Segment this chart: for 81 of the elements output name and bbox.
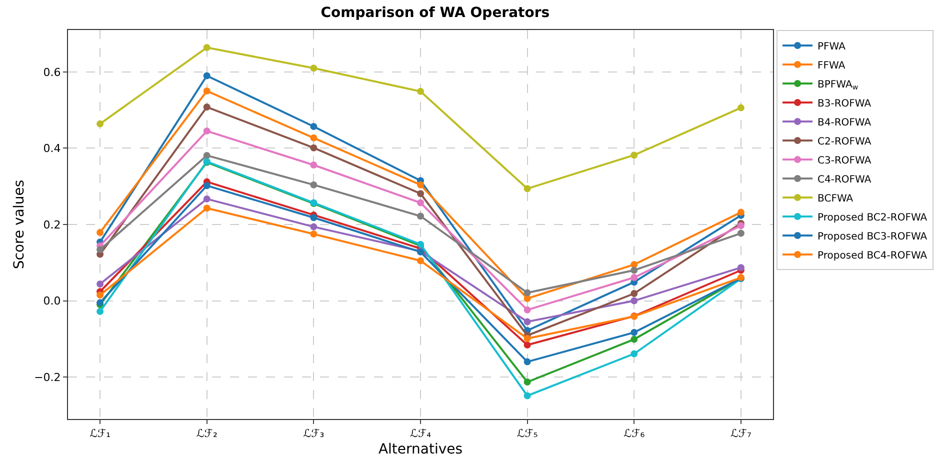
x-tick-label: ℒℱ₃ xyxy=(303,427,324,440)
point xyxy=(310,181,318,188)
point xyxy=(737,208,744,216)
point xyxy=(203,72,210,80)
point xyxy=(96,120,104,128)
point xyxy=(96,308,104,315)
point xyxy=(203,195,210,202)
legend-label: PFWA xyxy=(818,41,846,52)
point xyxy=(524,318,531,326)
y-tick-label: 0.6 xyxy=(43,66,61,79)
y-axis-title: Score values xyxy=(12,180,28,270)
point xyxy=(737,230,744,237)
point xyxy=(524,335,531,342)
y-tick-label: 0.0 xyxy=(43,294,61,308)
legend-label: Proposed BC4-ROFWA xyxy=(818,250,928,262)
point xyxy=(203,104,210,111)
y-tick-label: −0.2 xyxy=(34,370,61,384)
point xyxy=(524,358,531,366)
point xyxy=(630,274,638,282)
point xyxy=(417,199,424,206)
point xyxy=(203,44,210,52)
point xyxy=(524,342,531,349)
point xyxy=(310,144,318,152)
point xyxy=(524,378,531,386)
legend-label: C4-ROFWA xyxy=(818,174,872,186)
legend-label: B3-ROFWA xyxy=(818,98,872,110)
x-tick-label: ℒℱ₇ xyxy=(730,427,752,440)
point xyxy=(96,229,104,236)
point xyxy=(417,212,424,220)
x-tick-label: ℒℱ₂ xyxy=(196,427,218,440)
point xyxy=(96,292,104,299)
point xyxy=(524,294,531,302)
point xyxy=(417,181,424,188)
point xyxy=(96,246,104,254)
legend-label: B4-ROFWA xyxy=(818,117,872,128)
point xyxy=(203,152,210,159)
point xyxy=(524,306,531,314)
point xyxy=(417,257,424,264)
point xyxy=(310,64,318,72)
point xyxy=(417,88,424,95)
point xyxy=(310,162,318,169)
legend-label: Proposed BC2-ROFWA xyxy=(818,212,928,224)
chart-title: Comparison of WA Operators xyxy=(320,4,550,21)
x-axis-title: Alternatives xyxy=(378,442,463,458)
x-tick-label: ℒℱ₁ xyxy=(90,427,111,440)
point xyxy=(630,290,638,298)
point xyxy=(310,134,318,142)
y-tick-label: 0.2 xyxy=(43,218,61,232)
legend-label: BPFWA$_{w}$ xyxy=(818,79,858,92)
point xyxy=(524,392,531,400)
point xyxy=(203,204,210,212)
point xyxy=(524,185,531,192)
point xyxy=(310,214,318,222)
legend-label: FFWA xyxy=(818,60,846,72)
point xyxy=(630,297,638,304)
x-tick-label: ℒℱ₅ xyxy=(516,427,538,440)
point xyxy=(203,182,210,190)
point xyxy=(524,289,531,296)
point xyxy=(737,222,744,230)
legend-label: BCFWA xyxy=(818,193,854,204)
point xyxy=(417,190,424,198)
legend-label: Proposed BC3-ROFWA xyxy=(818,231,928,242)
point xyxy=(630,336,638,343)
point xyxy=(737,104,744,112)
point xyxy=(630,261,638,268)
point xyxy=(630,152,638,159)
point xyxy=(96,280,104,288)
x-tick-label: ℒℱ₆ xyxy=(624,427,646,440)
point xyxy=(630,328,638,336)
point xyxy=(630,266,638,274)
y-tick-label: 0.4 xyxy=(43,142,61,156)
point xyxy=(203,128,210,135)
point xyxy=(310,230,318,238)
legend-label: C3-ROFWA xyxy=(818,155,872,166)
point xyxy=(737,264,744,272)
point xyxy=(203,88,210,95)
legend-label: C2-ROFWA xyxy=(818,136,872,148)
x-tick-label: ℒℱ₄ xyxy=(410,427,432,440)
point xyxy=(310,223,318,230)
point xyxy=(630,350,638,358)
point xyxy=(310,122,318,130)
